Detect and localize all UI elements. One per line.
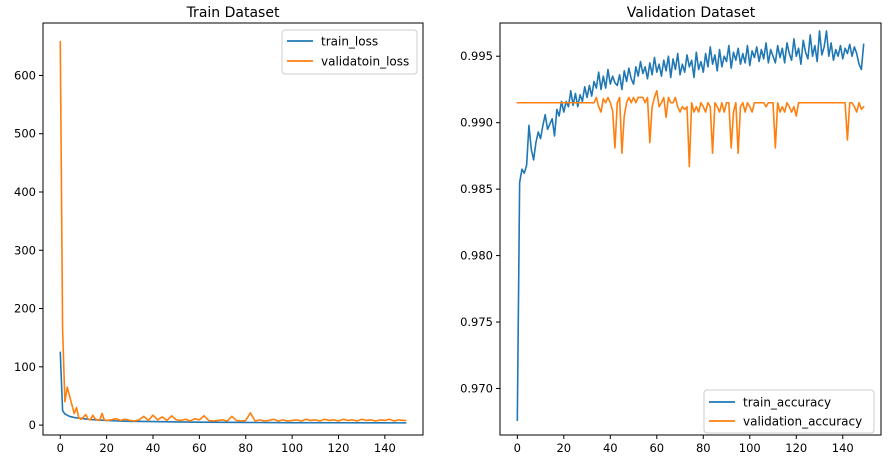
train-dataset-plot-area [59,40,407,424]
train-dataset-legend: train_loss validatoin_loss [281,29,418,75]
validation-dataset-y-tick-label: 0.990 [460,116,493,130]
validation-dataset-x-tick-label: 60 [649,441,664,455]
train-dataset-x-tick-label: 60 [192,441,207,455]
series-line-validatoin-loss [59,40,407,422]
series-line-train-loss [59,351,407,424]
validation-dataset-panel: Validation Dataset 0 20 40 60 80 100 120 140 0.9… [460,5,882,455]
train-dataset-y-tick-label: 300 [14,243,36,257]
validation-dataset-ticks: 0 20 40 60 80 100 120 140 0.970 0.975 0.980 0.985 0.… [460,49,854,455]
train-dataset-y-tick-label: 600 [14,68,36,82]
train-dataset-axes-frame [42,22,424,436]
train-dataset-x-tick-label: 120 [328,441,350,455]
validation-dataset-x-tick-label: 120 [785,441,807,455]
train-dataset-x-tick-label: 80 [238,441,253,455]
series-line-validation-accuracy [516,89,865,168]
train-dataset-y-tick-label: 500 [14,127,36,141]
train-dataset-x-tick-label: 140 [374,441,396,455]
validation-dataset-x-tick-label: 20 [556,441,571,455]
train-dataset-ticks: 0 20 40 60 80 100 120 140 0 100 200 300 400 500 600 [14,68,396,455]
validation-dataset-legend: train_accuracy validation_accuracy [703,389,875,434]
validation-dataset-legend-box [703,389,875,434]
validation-dataset-x-tick-label: 80 [696,441,711,455]
validation-dataset-x-tick-label: 0 [514,441,521,455]
train-dataset-legend-box [281,29,418,75]
validation-dataset-y-tick-label: 0.985 [460,182,493,196]
validation-dataset-y-tick-label: 0.980 [460,249,493,263]
train-dataset-x-tick-label: 100 [281,441,303,455]
validation-dataset-x-tick-label: 100 [739,441,761,455]
train-dataset-panel: Train Dataset 0 20 40 60 80 100 120 140 0 100 200 3… [14,5,424,455]
legend-label-validation-accuracy: validation_accuracy [743,415,862,429]
series-line-train-accuracy [516,30,865,422]
validation-dataset-title: Validation Dataset [627,5,756,21]
validation-dataset-y-tick-label: 0.970 [460,381,493,395]
train-dataset-x-tick-label: 40 [146,441,161,455]
train-dataset-y-tick-label: 200 [14,302,36,316]
legend-label-train-accuracy: train_accuracy [743,396,831,410]
legend-label-validatoin-loss: validatoin_loss [321,55,409,69]
train-dataset-y-tick-label: 100 [14,360,36,374]
train-dataset-y-tick-label: 400 [14,185,36,199]
train-dataset-y-tick-label: 0 [29,418,36,432]
validation-dataset-x-tick-label: 140 [832,441,854,455]
validation-dataset-x-tick-label: 40 [603,441,618,455]
validation-dataset-axes-frame [499,22,882,436]
train-dataset-title: Train Dataset [186,5,280,21]
legend-label-train-loss: train_loss [321,35,378,49]
train-dataset-x-tick-label: 0 [57,441,64,455]
validation-dataset-y-tick-label: 0.975 [460,315,493,329]
train-dataset-x-tick-label: 20 [99,441,114,455]
validation-dataset-y-tick-label: 0.995 [460,49,493,63]
validation-dataset-plot-area [516,30,865,422]
